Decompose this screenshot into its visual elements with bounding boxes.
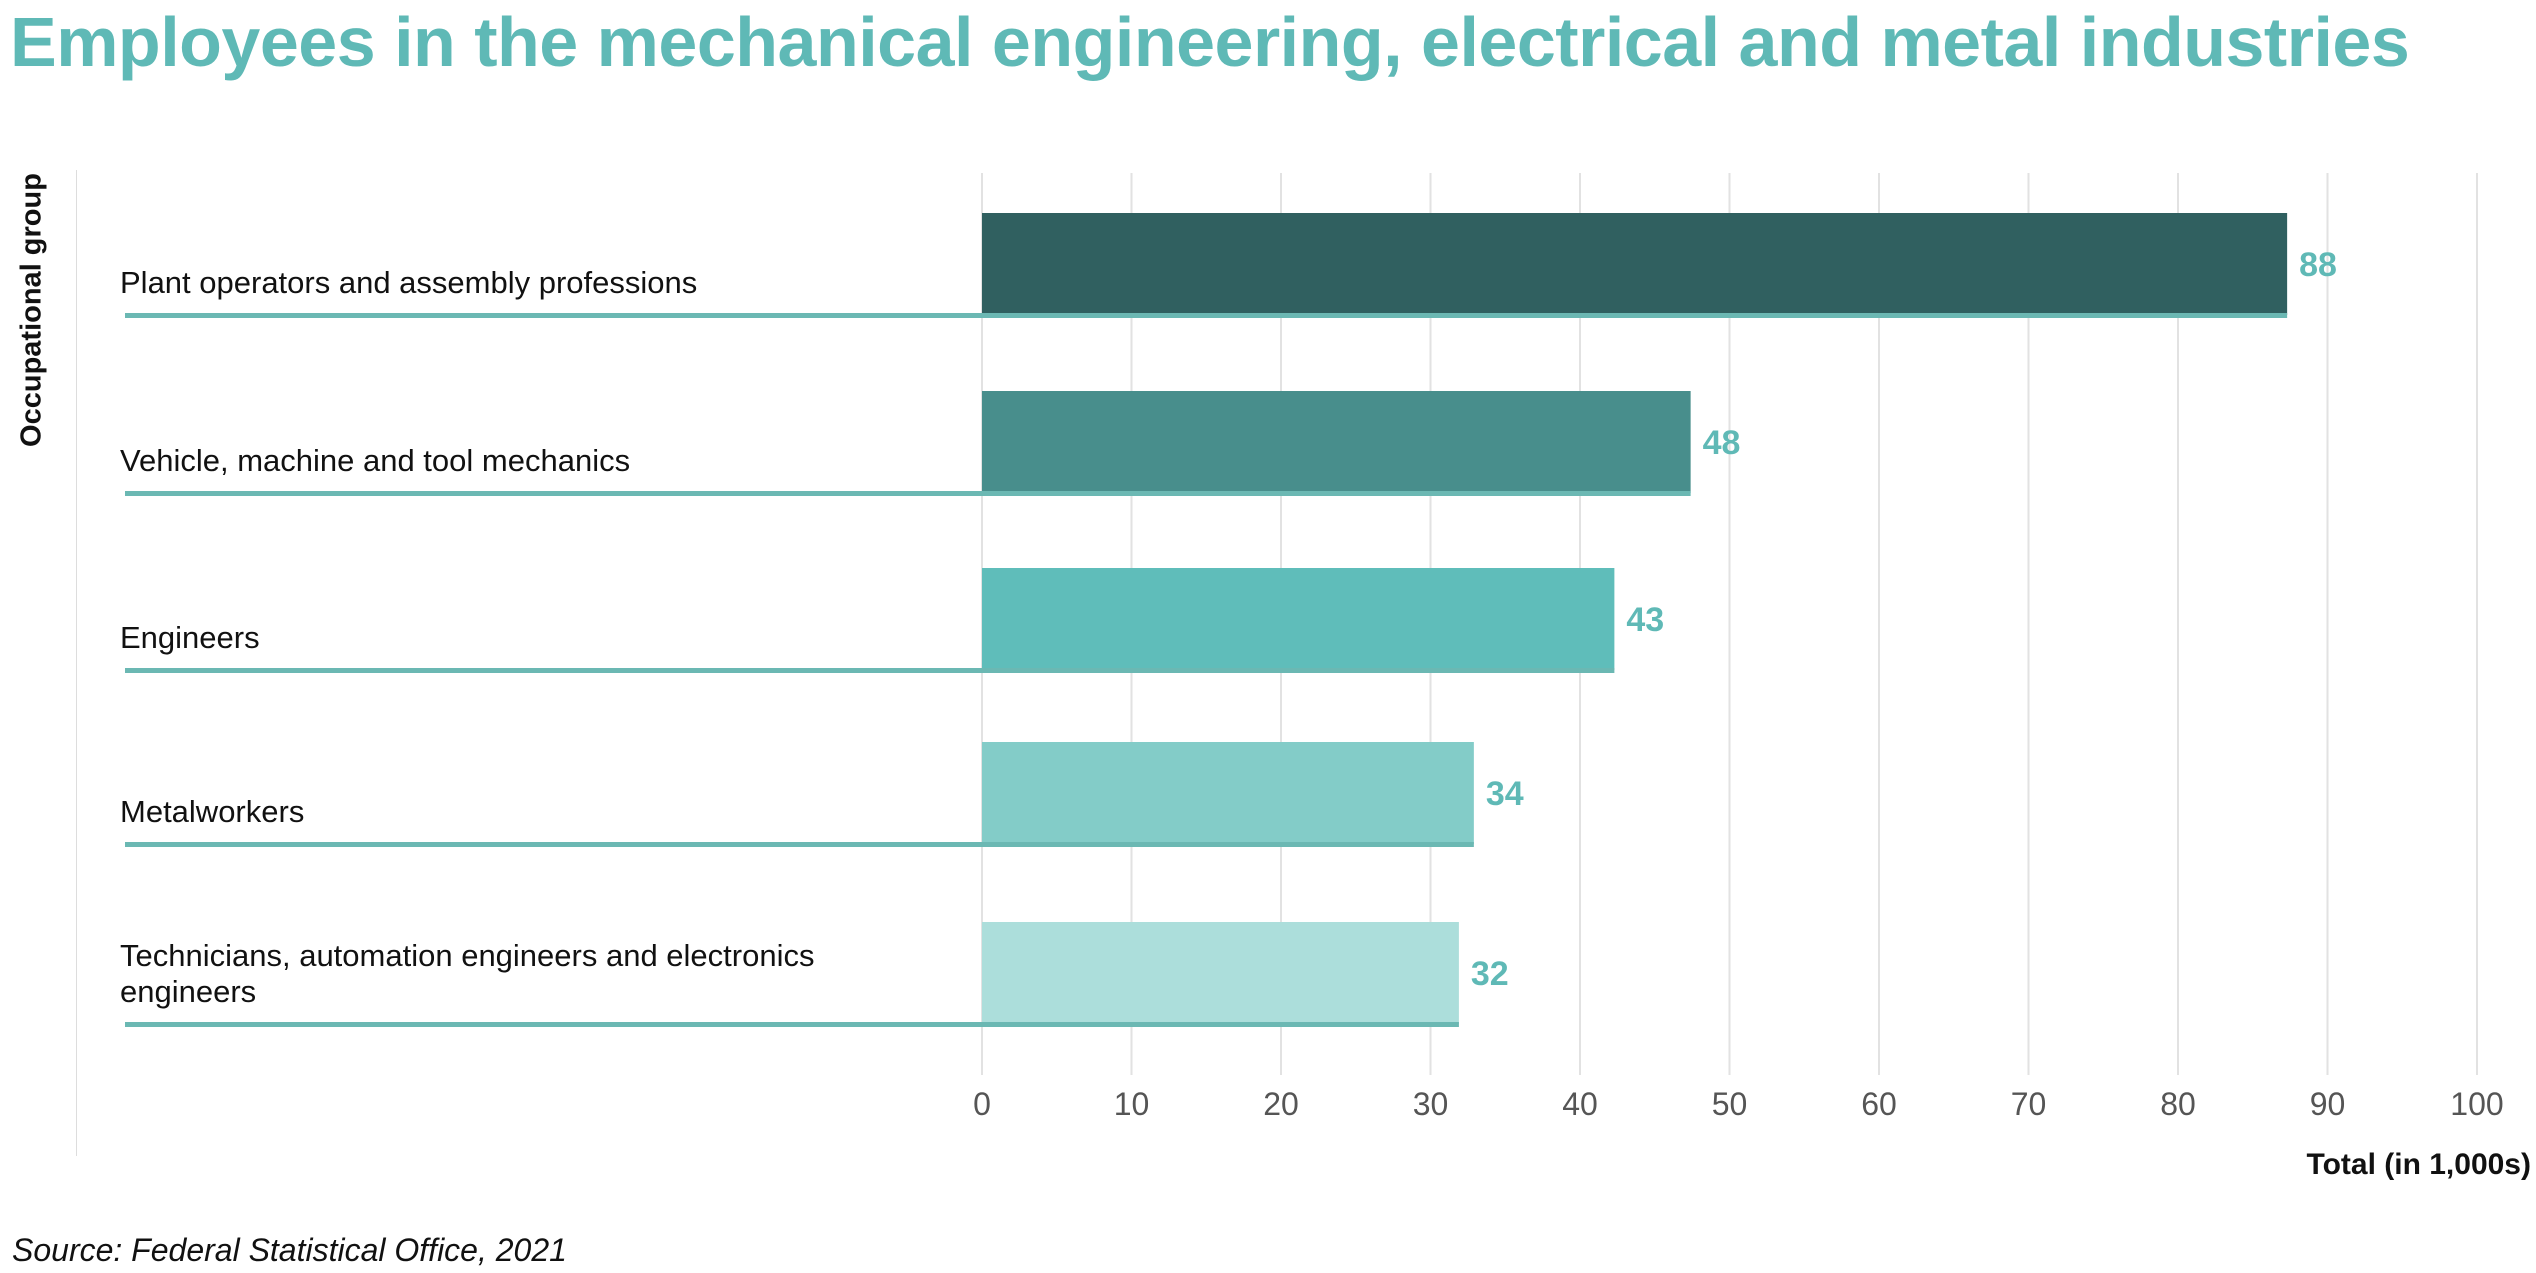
category-label: Technicians, automation engineers and el… bbox=[120, 938, 814, 973]
category-underline bbox=[125, 313, 2288, 318]
bar bbox=[982, 213, 2288, 315]
category-underline bbox=[125, 668, 1615, 673]
category-underline bbox=[125, 842, 1474, 847]
category-label: Vehicle, machine and tool mechanics bbox=[120, 443, 630, 478]
x-tick-label: 70 bbox=[2011, 1086, 2047, 1122]
category-label: Engineers bbox=[120, 620, 260, 655]
category-underline bbox=[125, 1022, 1459, 1027]
y-axis-separator bbox=[76, 170, 77, 1156]
chart-title: Employees in the mechanical engineering,… bbox=[10, 3, 2410, 81]
category-label: Plant operators and assembly professions bbox=[120, 265, 697, 300]
data-label: 43 bbox=[1626, 601, 1664, 639]
bar bbox=[982, 568, 1615, 670]
x-tick-label: 40 bbox=[1562, 1086, 1598, 1122]
x-tick-label: 90 bbox=[2310, 1086, 2346, 1122]
x-axis-label: Total (in 1,000s) bbox=[2306, 1148, 2531, 1181]
data-label: 88 bbox=[2299, 246, 2337, 284]
category-label: Metalworkers bbox=[120, 794, 304, 829]
x-tick-label: 60 bbox=[1861, 1086, 1897, 1122]
bar bbox=[982, 391, 1691, 493]
x-tick-label: 30 bbox=[1413, 1086, 1449, 1122]
category-label: engineers bbox=[120, 974, 256, 1009]
x-tick-label: 10 bbox=[1114, 1086, 1150, 1122]
source-note: Source: Federal Statistical Office, 2021 bbox=[12, 1232, 567, 1268]
x-tick-label: 20 bbox=[1263, 1086, 1299, 1122]
data-label: 32 bbox=[1471, 955, 1509, 993]
bar bbox=[982, 742, 1474, 844]
x-tick-label: 0 bbox=[973, 1086, 991, 1122]
x-tick-label: 100 bbox=[2450, 1086, 2503, 1122]
data-label: 34 bbox=[1486, 775, 1524, 813]
data-label: 48 bbox=[1703, 424, 1741, 462]
bar bbox=[982, 922, 1459, 1024]
x-tick-label: 50 bbox=[1712, 1086, 1748, 1122]
category-underline bbox=[125, 491, 1691, 496]
x-tick-label: 80 bbox=[2160, 1086, 2196, 1122]
